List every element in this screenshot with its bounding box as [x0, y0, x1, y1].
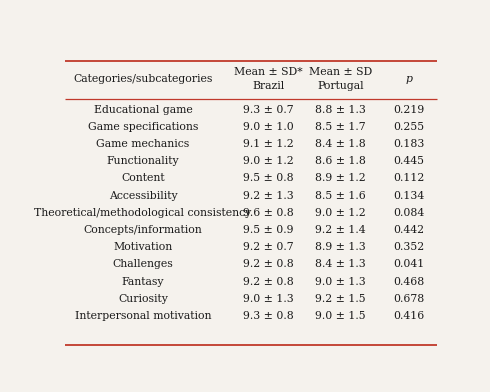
Text: 9.1 ± 1.2: 9.1 ± 1.2	[243, 139, 294, 149]
Text: Functionality: Functionality	[107, 156, 179, 166]
Text: 9.2 ± 0.8: 9.2 ± 0.8	[243, 277, 294, 287]
Text: Game mechanics: Game mechanics	[96, 139, 190, 149]
Text: 9.0 ± 1.3: 9.0 ± 1.3	[243, 294, 294, 304]
Text: Interpersonal motivation: Interpersonal motivation	[74, 311, 211, 321]
Text: Curiosity: Curiosity	[118, 294, 168, 304]
Text: 0.255: 0.255	[393, 122, 424, 132]
Text: 9.6 ± 0.8: 9.6 ± 0.8	[243, 208, 294, 218]
Text: Educational game: Educational game	[94, 105, 192, 114]
Text: Game specifications: Game specifications	[88, 122, 198, 132]
Text: 8.6 ± 1.8: 8.6 ± 1.8	[315, 156, 366, 166]
Text: 9.0 ± 1.5: 9.0 ± 1.5	[315, 311, 366, 321]
Text: 0.445: 0.445	[393, 156, 424, 166]
Text: Theoretical/methodological consistency: Theoretical/methodological consistency	[34, 208, 251, 218]
Text: Motivation: Motivation	[113, 242, 172, 252]
Text: Content: Content	[121, 173, 165, 183]
Text: 9.0 ± 1.0: 9.0 ± 1.0	[243, 122, 294, 132]
Text: 0.183: 0.183	[393, 139, 424, 149]
Text: Categories/subcategories: Categories/subcategories	[73, 74, 213, 84]
Text: 0.416: 0.416	[393, 311, 424, 321]
Text: 9.0 ± 1.2: 9.0 ± 1.2	[315, 208, 366, 218]
Text: 0.678: 0.678	[393, 294, 424, 304]
Text: 0.352: 0.352	[393, 242, 424, 252]
Text: 0.219: 0.219	[393, 105, 424, 114]
Text: p: p	[405, 74, 412, 84]
Text: Concepts/information: Concepts/information	[83, 225, 202, 235]
Text: 0.134: 0.134	[393, 191, 424, 201]
Text: 8.9 ± 1.2: 8.9 ± 1.2	[315, 173, 366, 183]
Text: 9.5 ± 0.8: 9.5 ± 0.8	[243, 173, 294, 183]
Text: 9.3 ± 0.7: 9.3 ± 0.7	[243, 105, 294, 114]
Text: 9.3 ± 0.8: 9.3 ± 0.8	[243, 311, 294, 321]
Text: Accessibility: Accessibility	[109, 191, 177, 201]
Text: Fantasy: Fantasy	[122, 277, 164, 287]
Text: 0.468: 0.468	[393, 277, 424, 287]
Text: 9.2 ± 0.7: 9.2 ± 0.7	[243, 242, 294, 252]
Text: 9.0 ± 1.2: 9.0 ± 1.2	[243, 156, 294, 166]
Text: 8.4 ± 1.3: 8.4 ± 1.3	[315, 260, 366, 269]
Text: 9.2 ± 0.8: 9.2 ± 0.8	[243, 260, 294, 269]
Text: 8.9 ± 1.3: 8.9 ± 1.3	[315, 242, 366, 252]
Text: 8.5 ± 1.6: 8.5 ± 1.6	[315, 191, 366, 201]
Text: 9.0 ± 1.3: 9.0 ± 1.3	[315, 277, 366, 287]
Text: 0.084: 0.084	[393, 208, 424, 218]
Text: Mean ± SD
Portugal: Mean ± SD Portugal	[309, 67, 372, 91]
Text: 0.112: 0.112	[393, 173, 424, 183]
Text: 8.4 ± 1.8: 8.4 ± 1.8	[315, 139, 366, 149]
Text: 0.442: 0.442	[393, 225, 424, 235]
Text: 0.041: 0.041	[393, 260, 424, 269]
Text: 8.8 ± 1.3: 8.8 ± 1.3	[315, 105, 366, 114]
Text: Mean ± SD*
Brazil: Mean ± SD* Brazil	[234, 67, 302, 91]
Text: 9.2 ± 1.5: 9.2 ± 1.5	[315, 294, 366, 304]
Text: 9.2 ± 1.4: 9.2 ± 1.4	[315, 225, 366, 235]
Text: 8.5 ± 1.7: 8.5 ± 1.7	[315, 122, 366, 132]
Text: 9.5 ± 0.9: 9.5 ± 0.9	[243, 225, 294, 235]
Text: Challenges: Challenges	[113, 260, 173, 269]
Text: 9.2 ± 1.3: 9.2 ± 1.3	[243, 191, 294, 201]
